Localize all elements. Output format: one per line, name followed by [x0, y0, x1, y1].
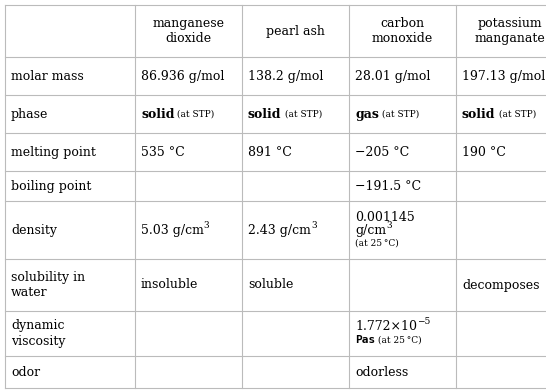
Text: pearl ash: pearl ash: [266, 25, 325, 38]
Text: gas: gas: [355, 107, 379, 120]
Text: 1.772×10: 1.772×10: [355, 321, 417, 334]
Text: dynamic
viscosity: dynamic viscosity: [11, 319, 66, 347]
Text: −191.5 °C: −191.5 °C: [355, 180, 421, 192]
Text: 5.03 g/cm: 5.03 g/cm: [141, 223, 204, 236]
Text: (at 25 °C): (at 25 °C): [375, 336, 422, 345]
Text: melting point: melting point: [11, 145, 96, 158]
Text: insoluble: insoluble: [141, 278, 198, 292]
Text: (at STP): (at STP): [175, 109, 215, 118]
Text: 190 °C: 190 °C: [462, 145, 506, 158]
Text: (at 25 °C): (at 25 °C): [355, 238, 399, 247]
Text: odorless: odorless: [355, 365, 408, 379]
Text: solubility in
water: solubility in water: [11, 271, 85, 299]
Text: 2.43 g/cm: 2.43 g/cm: [248, 223, 311, 236]
Text: 3: 3: [311, 221, 317, 229]
Text: density: density: [11, 223, 57, 236]
Text: 197.13 g/mol: 197.13 g/mol: [462, 69, 545, 82]
Text: (at STP): (at STP): [379, 109, 419, 118]
Text: −5: −5: [417, 318, 430, 327]
Text: decomposes: decomposes: [462, 278, 539, 292]
Text: Pas: Pas: [355, 335, 375, 345]
Text: soluble: soluble: [248, 278, 293, 292]
Text: carbon
monoxide: carbon monoxide: [372, 17, 433, 45]
Text: (at STP): (at STP): [282, 109, 322, 118]
Text: 0.001145: 0.001145: [355, 211, 415, 223]
Text: 28.01 g/mol: 28.01 g/mol: [355, 69, 430, 82]
Text: 3: 3: [204, 221, 210, 229]
Text: (at STP): (at STP): [496, 109, 536, 118]
Text: 138.2 g/mol: 138.2 g/mol: [248, 69, 323, 82]
Text: −205 °C: −205 °C: [355, 145, 410, 158]
Text: 3: 3: [386, 221, 391, 229]
Text: molar mass: molar mass: [11, 69, 84, 82]
Text: solid: solid: [248, 107, 282, 120]
Text: g/cm: g/cm: [355, 223, 386, 236]
Text: 86.936 g/mol: 86.936 g/mol: [141, 69, 224, 82]
Text: phase: phase: [11, 107, 49, 120]
Text: odor: odor: [11, 365, 40, 379]
Text: 535 °C: 535 °C: [141, 145, 185, 158]
Text: solid: solid: [141, 107, 175, 120]
Text: boiling point: boiling point: [11, 180, 91, 192]
Text: potassium
manganate: potassium manganate: [474, 17, 545, 45]
Text: manganese
dioxide: manganese dioxide: [152, 17, 224, 45]
Text: 891 °C: 891 °C: [248, 145, 292, 158]
Text: solid: solid: [462, 107, 496, 120]
